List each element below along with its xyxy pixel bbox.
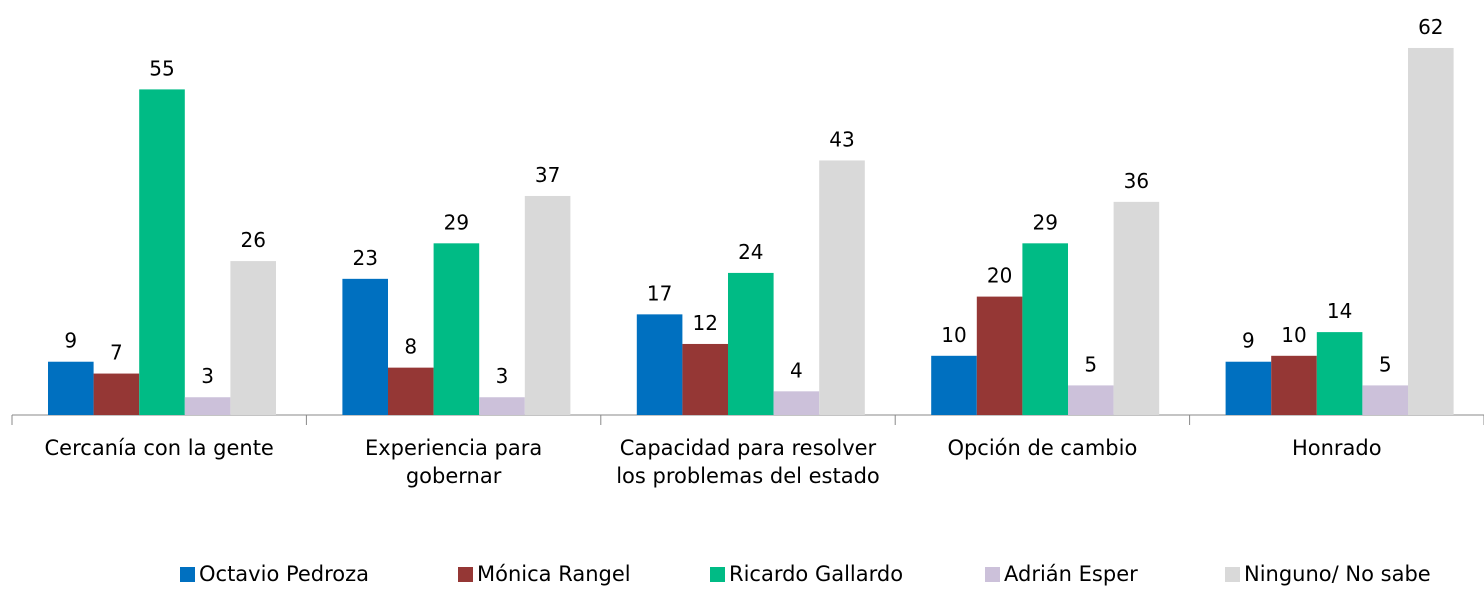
legend-label: Adrián Esper — [1004, 562, 1138, 586]
data-label: 17 — [647, 281, 672, 305]
bar — [48, 361, 94, 415]
bar — [184, 397, 231, 415]
bar — [93, 373, 140, 415]
bar — [433, 243, 480, 415]
data-label: 12 — [692, 311, 717, 335]
data-label: 9 — [1242, 329, 1255, 353]
bar — [230, 261, 276, 415]
legend-swatch — [985, 566, 1000, 582]
data-label: 36 — [1124, 169, 1149, 193]
bar — [479, 397, 525, 415]
data-label: 10 — [941, 323, 966, 347]
legend-item: Octavio Pedroza — [180, 562, 369, 586]
data-label: 62 — [1418, 15, 1443, 39]
legend-item: Ricardo Gallardo — [710, 562, 903, 586]
data-label: 20 — [987, 264, 1012, 288]
data-label: 14 — [1327, 299, 1352, 323]
bar — [1362, 385, 1408, 415]
data-label: 7 — [110, 341, 123, 365]
x-tick-label: Honrado — [1291, 436, 1382, 460]
legend-label: Mónica Rangel — [477, 562, 631, 586]
bar — [1316, 332, 1363, 415]
data-label: 3 — [201, 364, 214, 388]
data-label: 43 — [829, 127, 854, 151]
legend-item: Ninguno/ No sabe — [1225, 562, 1431, 586]
data-label: 9 — [64, 329, 77, 353]
data-label: 29 — [1032, 210, 1057, 234]
data-label: 29 — [444, 210, 469, 234]
data-label: 4 — [790, 358, 803, 382]
legend-label: Ninguno/ No sabe — [1244, 562, 1431, 586]
data-label: 26 — [240, 228, 265, 252]
bar — [819, 160, 865, 415]
data-label: 5 — [1084, 352, 1097, 376]
x-tick-label: Capacidad para resolver los problemas de… — [616, 436, 880, 488]
bar — [139, 89, 185, 416]
data-label: 55 — [149, 56, 174, 80]
x-tick-label: Cercanía con la gente — [44, 436, 274, 460]
legend-item: Adrián Esper — [985, 562, 1138, 586]
legend-swatch — [180, 566, 195, 582]
bar — [976, 296, 1023, 415]
data-label: 10 — [1281, 323, 1306, 347]
legend-swatch — [1225, 566, 1240, 582]
bar — [682, 343, 728, 415]
bar — [931, 355, 977, 415]
bar — [1022, 243, 1068, 415]
bar — [636, 314, 683, 415]
legend-label: Ricardo Gallardo — [729, 562, 904, 586]
bar — [388, 367, 434, 415]
data-label: 3 — [496, 364, 509, 388]
legend-swatch — [710, 566, 725, 582]
data-label: 5 — [1379, 352, 1392, 376]
bar — [1068, 385, 1114, 415]
x-tick-label: Experiencia para gobernar — [364, 436, 543, 488]
data-label: 8 — [404, 335, 417, 359]
bar — [1113, 201, 1160, 415]
bar — [342, 278, 388, 415]
bar — [1225, 361, 1272, 415]
legend-swatch — [458, 566, 473, 582]
bar — [1271, 355, 1317, 415]
bar — [728, 272, 774, 415]
bar — [524, 195, 571, 415]
data-label: 24 — [738, 240, 763, 264]
bar — [1408, 47, 1454, 416]
x-tick-label: Opción de cambio — [947, 436, 1138, 460]
legend-label: Octavio Pedroza — [199, 562, 370, 586]
data-label: 37 — [535, 163, 560, 187]
legend-item: Mónica Rangel — [458, 562, 631, 586]
data-label: 23 — [352, 246, 377, 270]
bar — [773, 391, 820, 415]
